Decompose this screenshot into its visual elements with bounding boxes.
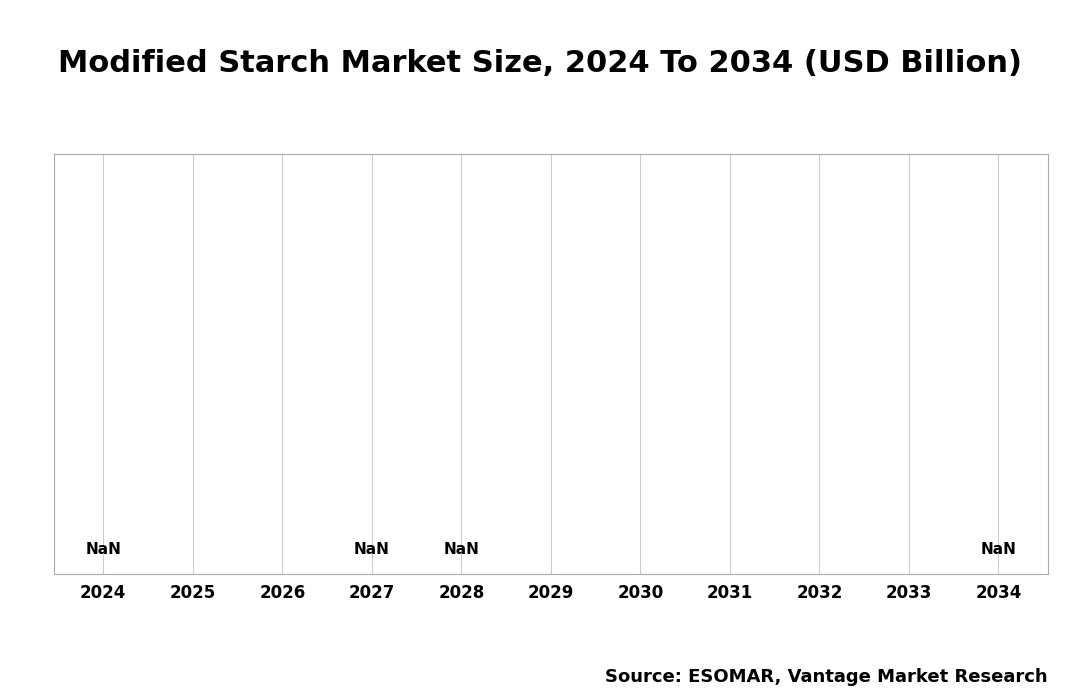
Text: Source: ESOMAR, Vantage Market Research: Source: ESOMAR, Vantage Market Research [605, 668, 1048, 686]
Text: NaN: NaN [444, 542, 480, 557]
Text: Modified Starch Market Size, 2024 To 2034 (USD Billion): Modified Starch Market Size, 2024 To 203… [58, 49, 1022, 78]
Text: NaN: NaN [85, 542, 121, 557]
Text: NaN: NaN [981, 542, 1016, 557]
Text: NaN: NaN [354, 542, 390, 557]
